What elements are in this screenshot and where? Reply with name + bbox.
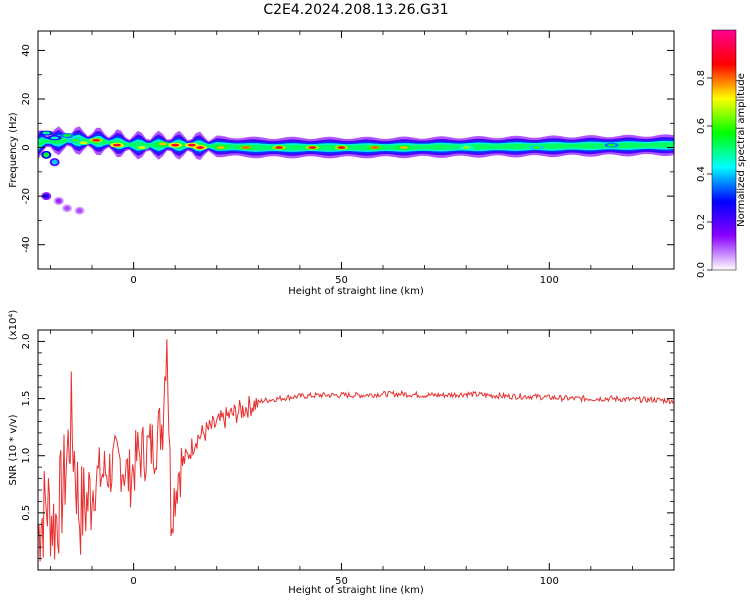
spectrogram-hotspot-core [241, 146, 250, 149]
y-tick-label: 2.0 [21, 333, 32, 349]
spectrogram-hotspot-core [275, 146, 284, 149]
colorbar-tick-label: 0.8 [696, 70, 707, 86]
spectrogram-blob-core [43, 152, 50, 158]
x-tick-label: 100 [540, 275, 559, 286]
spectrogram-x-label: Height of straight line (km) [288, 286, 424, 297]
y-tick-label: -40 [21, 237, 32, 253]
colorbar-ticks: 0.0 0.2 0.4 0.6 0.8 [696, 70, 712, 278]
x-tick-label: 0 [130, 275, 136, 286]
snr-plot-area [38, 339, 674, 562]
spectrogram-hotspot-core [79, 141, 88, 145]
x-tick-label: 50 [335, 275, 348, 286]
colorbar-label: Normalized spectral amplitude [736, 73, 747, 227]
spectrogram-hotspot-core [158, 142, 167, 146]
colorbar-tick-label: 0.4 [696, 166, 707, 182]
snr-ticks: 0 50 100 0.5 1.0 1.5 2.0 [21, 330, 675, 587]
spectrogram-frame [37, 30, 675, 270]
y-tick-label: 0.5 [21, 505, 32, 521]
spectrogram-hotspot-core [308, 146, 317, 149]
spectrogram-blob-core [64, 205, 71, 211]
x-tick-label: 50 [335, 576, 348, 587]
snr-panel: 0 50 100 0.5 1.0 1.5 2.0 Height of straight li… [8, 310, 675, 596]
spectrogram-hotspot-core [63, 134, 72, 137]
spectrogram-hotspot-core [196, 146, 205, 149]
x-tick-label: 100 [540, 576, 559, 587]
snr-frame [37, 329, 675, 571]
colorbar-tick-label: 0.0 [696, 262, 707, 278]
spectrogram-ticks: 0 50 100 40 20 0 -20 -40 [21, 31, 675, 286]
figure-title: C2E4.2024.208.13.26.G31 [263, 2, 448, 18]
y-tick-label: 0 [21, 144, 32, 150]
spectrogram-hotspot-core [171, 143, 180, 147]
snr-x-label: Height of straight line (km) [288, 585, 424, 596]
spectrogram-hotspot-core [532, 146, 541, 149]
colorbar-tick-label: 0.6 [696, 118, 707, 134]
spectrogram-hotspot-core [92, 138, 101, 142]
spectrogram-image [38, 126, 674, 215]
colorbar: 0.0 0.2 0.4 0.6 0.8 Normalized spectral ampl… [696, 29, 747, 278]
y-tick-label: -20 [21, 188, 32, 204]
snr-series-line [38, 339, 674, 562]
spectrogram-hotspot-core [112, 143, 121, 147]
spectrogram-hotspot-core [42, 131, 51, 135]
colorbar-bar [711, 29, 737, 271]
spectrogram-blob-core [76, 208, 83, 214]
spectrogram-blob-core [51, 159, 58, 165]
x-tick-label: 0 [130, 576, 136, 587]
spectrogram-blob-core [43, 193, 50, 199]
spectrogram-hotspot-core [216, 146, 225, 149]
snr-y-label: SNR (10 * v/v) [8, 414, 19, 485]
spectrogram-hotspot-core [187, 143, 196, 147]
y-tick-label: 1.0 [21, 448, 32, 464]
spectrogram-hotspot-core [337, 146, 346, 149]
y-tick-label: 1.5 [21, 391, 32, 407]
spectrogram-hotspot-core [607, 143, 616, 147]
spectrogram-hotspot-core [137, 146, 146, 149]
spectrogram-y-label: Frequency (Hz) [8, 112, 19, 188]
spectrogram-hotspot-core [71, 138, 80, 142]
spectrogram-panel: 0 50 100 40 20 0 -20 -40 Height of straight lin… [8, 30, 675, 297]
spectrogram-hotspot-core [50, 136, 59, 140]
snr-y-exponent: (x10⁴) [8, 310, 19, 341]
spectrogram-hotspot-core [370, 146, 379, 149]
y-tick-label: 40 [21, 44, 32, 57]
colorbar-tick-label: 0.2 [696, 214, 707, 230]
y-tick-label: 20 [21, 93, 32, 106]
spectrogram-blob-core [55, 198, 62, 204]
spectrogram-hotspot-core [462, 146, 471, 149]
spectrogram-hotspot-core [399, 146, 408, 149]
